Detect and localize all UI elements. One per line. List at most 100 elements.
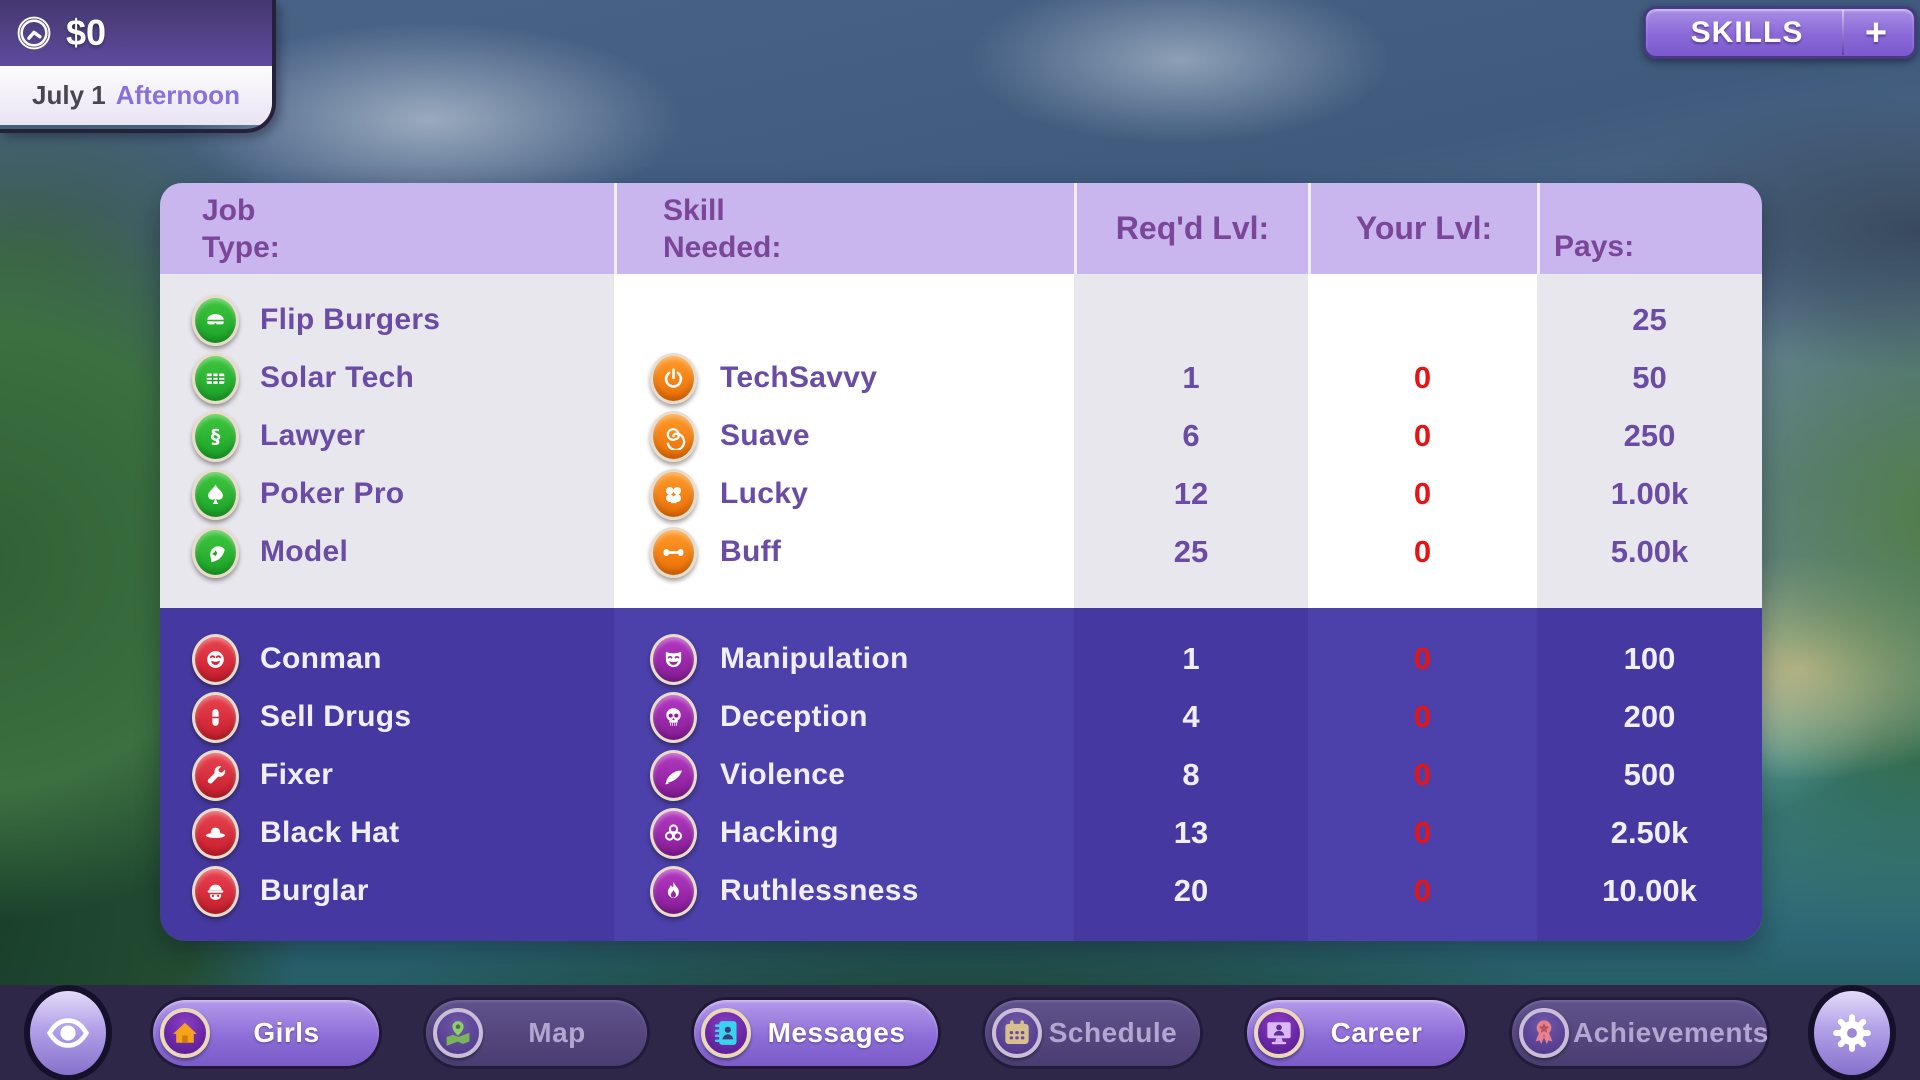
wrench-icon bbox=[192, 749, 239, 801]
your-cell: 0 bbox=[1308, 804, 1537, 862]
your-value: 0 bbox=[1413, 757, 1432, 792]
reqd-value: 1 bbox=[1182, 641, 1200, 676]
pays-cell: 1.00k bbox=[1537, 465, 1762, 523]
your-cell: 0 bbox=[1308, 746, 1537, 804]
address-book-icon bbox=[701, 1007, 751, 1058]
pays-value: 10.00k bbox=[1602, 873, 1697, 908]
legit-jobs-section: Flip Burgers Solar Tech § Lawyer Poker Pro Mo… bbox=[160, 274, 1762, 608]
pays-value: 50 bbox=[1632, 360, 1667, 395]
dumbbell-icon bbox=[650, 526, 697, 578]
job-cell: Solar Tech bbox=[160, 349, 614, 407]
column-reqd: 1 6 12 25 bbox=[1074, 274, 1308, 608]
gear-icon bbox=[1829, 1010, 1875, 1056]
job-label: Model bbox=[260, 535, 349, 568]
nav-messages-button[interactable]: Messages bbox=[694, 999, 938, 1066]
reqd-value: 8 bbox=[1182, 757, 1200, 792]
your-value: 0 bbox=[1413, 476, 1432, 511]
skills-button-divider bbox=[1842, 10, 1844, 55]
money-date-card: $0 July 1 Afternoon bbox=[0, 0, 276, 133]
your-value: 0 bbox=[1413, 699, 1432, 734]
skill-cell: Ruthlessness bbox=[614, 862, 1074, 920]
job-cell: Burglar bbox=[160, 862, 614, 920]
date-display: July 1 Afternoon bbox=[0, 66, 272, 125]
pays-value: 100 bbox=[1623, 641, 1676, 676]
settings-button[interactable] bbox=[1814, 990, 1890, 1075]
column-skill: Manipulation Deception Violence Hacking Ruth… bbox=[614, 608, 1074, 941]
job-cell: Sell Drugs bbox=[160, 688, 614, 746]
model-pose-icon bbox=[192, 526, 239, 578]
column-job: Flip Burgers Solar Tech § Lawyer Poker Pro Mo… bbox=[160, 274, 614, 608]
money-display: $0 bbox=[0, 0, 272, 66]
header-reqd-lvl: Req'd Lvl: bbox=[1074, 183, 1308, 274]
your-value: 0 bbox=[1413, 873, 1432, 908]
skill-label: TechSavvy bbox=[720, 361, 878, 394]
nav-map-button[interactable]: Map bbox=[426, 999, 647, 1066]
nav-schedule-button[interactable]: Schedule bbox=[985, 999, 1200, 1066]
skull-icon bbox=[650, 691, 697, 743]
your-value: 0 bbox=[1413, 418, 1432, 453]
knife-icon bbox=[650, 749, 697, 801]
job-cell: Conman bbox=[160, 630, 614, 688]
skill-label: Buff bbox=[720, 535, 782, 568]
plus-icon[interactable]: + bbox=[1864, 11, 1888, 54]
pays-cell: 50 bbox=[1537, 349, 1762, 407]
skills-button[interactable]: SKILLS + bbox=[1643, 6, 1917, 59]
skill-label: Suave bbox=[720, 419, 810, 452]
skill-cell bbox=[614, 291, 1074, 349]
conman-face-icon bbox=[192, 633, 239, 685]
nav-career-button[interactable]: Career bbox=[1247, 999, 1465, 1066]
reqd-value: 25 bbox=[1173, 534, 1209, 569]
pays-cell: 10.00k bbox=[1537, 862, 1762, 920]
theater-mask-icon bbox=[650, 633, 697, 685]
column-pays: 100 200 500 2.50k 10.00k bbox=[1537, 608, 1762, 941]
money-amount: $0 bbox=[66, 12, 107, 53]
skill-cell: Violence bbox=[614, 746, 1074, 804]
pays-value: 2.50k bbox=[1610, 815, 1689, 850]
clover-icon bbox=[650, 468, 697, 520]
pays-cell: 5.00k bbox=[1537, 523, 1762, 581]
pays-value: 5.00k bbox=[1610, 534, 1689, 569]
clock-icon bbox=[16, 15, 52, 51]
reqd-value: 4 bbox=[1182, 699, 1200, 734]
pays-cell: 100 bbox=[1537, 630, 1762, 688]
job-cell: Black Hat bbox=[160, 804, 614, 862]
job-label: Burglar bbox=[260, 874, 369, 907]
eye-icon bbox=[45, 1010, 91, 1056]
reqd-cell: 4 bbox=[1074, 688, 1308, 746]
skill-cell: Suave bbox=[614, 407, 1074, 465]
reqd-cell: 12 bbox=[1074, 465, 1308, 523]
reqd-value: 13 bbox=[1173, 815, 1209, 850]
job-cell: Poker Pro bbox=[160, 465, 614, 523]
pays-cell: 2.50k bbox=[1537, 804, 1762, 862]
skill-cell: Buff bbox=[614, 523, 1074, 581]
nav-girls-button[interactable]: Girls bbox=[153, 999, 379, 1066]
pays-value: 200 bbox=[1623, 699, 1676, 734]
skill-cell: Lucky bbox=[614, 465, 1074, 523]
header-your-lvl: Your Lvl: bbox=[1308, 183, 1537, 274]
pays-cell: 200 bbox=[1537, 688, 1762, 746]
reqd-cell: 1 bbox=[1074, 630, 1308, 688]
column-your: 0 0 0 0 bbox=[1308, 274, 1537, 608]
pays-value: 500 bbox=[1623, 757, 1676, 792]
pays-cell: 25 bbox=[1537, 291, 1762, 349]
reqd-cell: 20 bbox=[1074, 862, 1308, 920]
job-cell: Flip Burgers bbox=[160, 291, 614, 349]
pays-value: 250 bbox=[1623, 418, 1676, 453]
reqd-cell: 13 bbox=[1074, 804, 1308, 862]
job-label: Conman bbox=[260, 642, 382, 675]
your-value: 0 bbox=[1413, 360, 1432, 395]
header-skill-needed: Skill Needed: bbox=[614, 183, 1074, 274]
your-value: 0 bbox=[1413, 534, 1432, 569]
your-cell bbox=[1308, 291, 1537, 349]
monitor-icon bbox=[1254, 1007, 1304, 1058]
eye-button[interactable] bbox=[30, 990, 106, 1075]
reqd-value: 1 bbox=[1182, 360, 1200, 395]
pill-icon bbox=[192, 691, 239, 743]
job-label: Flip Burgers bbox=[260, 303, 441, 336]
nav-achievements-button[interactable]: Achievements bbox=[1512, 999, 1768, 1066]
skill-cell: Hacking bbox=[614, 804, 1074, 862]
burglar-icon bbox=[192, 865, 239, 917]
your-cell: 0 bbox=[1308, 630, 1537, 688]
biohazard-icon bbox=[650, 807, 697, 859]
